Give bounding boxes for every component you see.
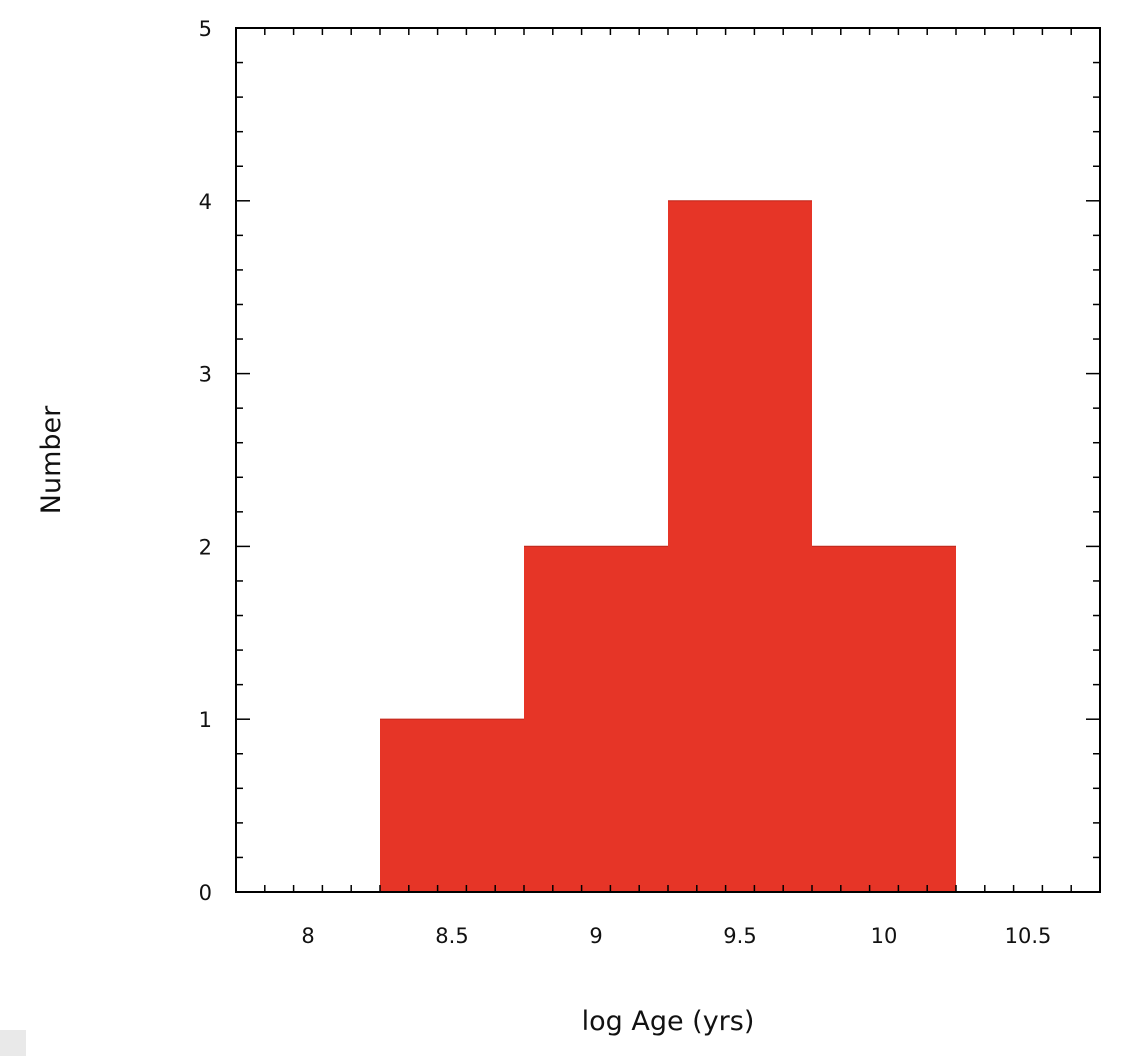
ticks-group [235, 27, 1101, 893]
y-tick-label: 0 [199, 881, 212, 905]
x-tick-label: 9 [589, 924, 602, 948]
y-tick-label: 4 [199, 190, 212, 214]
y-tick-label: 2 [199, 535, 212, 559]
x-tick-label: 10.5 [1005, 924, 1052, 948]
x-tick-label: 8.5 [435, 924, 468, 948]
y-tick-label: 3 [199, 363, 212, 387]
corner-swatch [0, 1030, 26, 1056]
x-tick-label: 10 [871, 924, 898, 948]
x-tick-labels: 8 8.5 9 9.5 10 10.5 [301, 924, 1051, 948]
y-tick-labels: 0 1 2 3 4 5 [199, 17, 212, 905]
bars-group [380, 200, 956, 893]
y-tick-label: 1 [199, 708, 212, 732]
y-tick-label: 5 [199, 17, 212, 41]
x-tick-label: 8 [301, 924, 314, 948]
histogram-bar-0 [380, 719, 524, 892]
histogram-bar-2 [668, 200, 812, 893]
x-tick-label: 9.5 [723, 924, 756, 948]
histogram-bar-3 [812, 546, 956, 892]
x-axis-title: log Age (yrs) [582, 1006, 755, 1037]
y-axis-title: Number [36, 405, 67, 514]
histogram-bar-1 [524, 546, 668, 892]
